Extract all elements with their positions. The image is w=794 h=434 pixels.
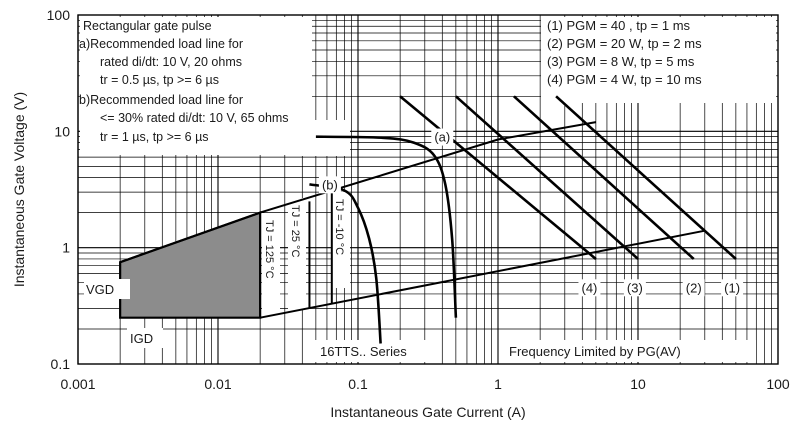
curve-label-box — [721, 279, 744, 297]
frequency-limit-label: Frequency Limited by PG(AV) — [509, 344, 681, 359]
y-axis-title: Instantaneous Gate Voltage (V) — [11, 92, 27, 287]
note-line-7: tr = 1 µs, tp >= 6 µs — [100, 130, 209, 144]
x-tick-label: 1 — [494, 376, 502, 392]
series-line-b — [309, 183, 382, 344]
note-line-5: b)Recommended load line for — [79, 93, 243, 107]
series-line-1 — [555, 95, 737, 260]
tj-25-label: TJ = 25 °C — [289, 205, 301, 257]
x-tick-label: 10 — [630, 376, 646, 392]
footer-left-box — [315, 340, 437, 362]
y-tick-label: 1 — [62, 240, 70, 256]
y-tick-label: 10 — [54, 123, 70, 139]
y-tick-label: 100 — [47, 7, 71, 23]
curve-label-box — [431, 128, 454, 146]
series-line-4 — [399, 95, 597, 260]
curve-label-box — [623, 279, 646, 297]
vgd-label-box — [84, 279, 130, 299]
series-line-3 — [454, 95, 639, 260]
note-line-4: tr = 0.5 µs, tp >= 6 µs — [100, 73, 219, 87]
tj-10-label-box — [332, 192, 350, 288]
shaded-trigger-region — [119, 211, 262, 319]
legend-entry-3: (3) PGM = 8 W, tp = 5 ms — [547, 54, 695, 69]
tj125-label-box — [262, 213, 280, 315]
legend-entry-4: (4) PGM = 4 W, tp = 10 ms — [547, 72, 702, 87]
curve-label-1: (1) — [724, 280, 740, 295]
notes-box — [80, 17, 312, 155]
legend-entry-2: (2) PGM = 20 W, tp = 2 ms — [547, 36, 702, 51]
legend-entry-1: (1) PGM = 40 , tp = 1 ms — [547, 18, 691, 33]
x-tick-label: 0.01 — [204, 376, 231, 392]
curve-label-4: (4) — [582, 280, 598, 295]
curve-label-box — [318, 176, 341, 194]
x-tick-label: 0.001 — [60, 376, 95, 392]
legend-box — [541, 17, 776, 103]
gate-trigger-region — [84, 192, 350, 348]
x-tick-label: 0.1 — [348, 376, 368, 392]
tj25-label-box — [288, 198, 306, 310]
plot-frame — [77, 14, 779, 365]
vgd-label: VGD — [86, 282, 114, 297]
curve-label-3: (3) — [627, 280, 643, 295]
plot-border — [77, 14, 779, 365]
note-line-1: Rectangular gate pulse — [83, 19, 212, 33]
x-axis-title: Instantaneous Gate Current (A) — [330, 404, 525, 420]
igd-label-box — [127, 328, 163, 348]
upper-boundary-line — [119, 121, 597, 264]
curve-label-2: (2) — [686, 280, 702, 295]
tj-minus10-label: TJ = -10 °C — [333, 199, 345, 255]
y-tick-label: 0.1 — [51, 356, 71, 372]
tj-125-label: TJ = 125 °C — [263, 220, 275, 279]
note-line-3: rated di/dt: 10 V, 20 ohms — [100, 55, 242, 69]
chart-text: 0.001 0.01 0.1 1 10 100 0.1 1 10 100 Instantaneous… — [11, 7, 790, 420]
igd-label: IGD — [130, 331, 153, 346]
curve-label-b: (b) — [322, 177, 338, 192]
curve-label-box — [682, 279, 705, 297]
series-line-a — [315, 135, 458, 318]
series-lines — [119, 95, 737, 344]
footer-right-box — [506, 340, 756, 362]
curve-label-a: (a) — [434, 130, 450, 145]
series-name-label: 16TTS.. Series — [320, 344, 407, 359]
lower-boundary-line — [259, 229, 705, 319]
curve-label-box — [578, 279, 601, 297]
note-line-2: a)Recommended load line for — [79, 37, 243, 51]
series-line-2 — [513, 95, 695, 260]
x-tick-label: 100 — [766, 376, 790, 392]
note-line-6: <= 30% rated di/dt: 10 V, 65 ohms — [100, 111, 289, 125]
